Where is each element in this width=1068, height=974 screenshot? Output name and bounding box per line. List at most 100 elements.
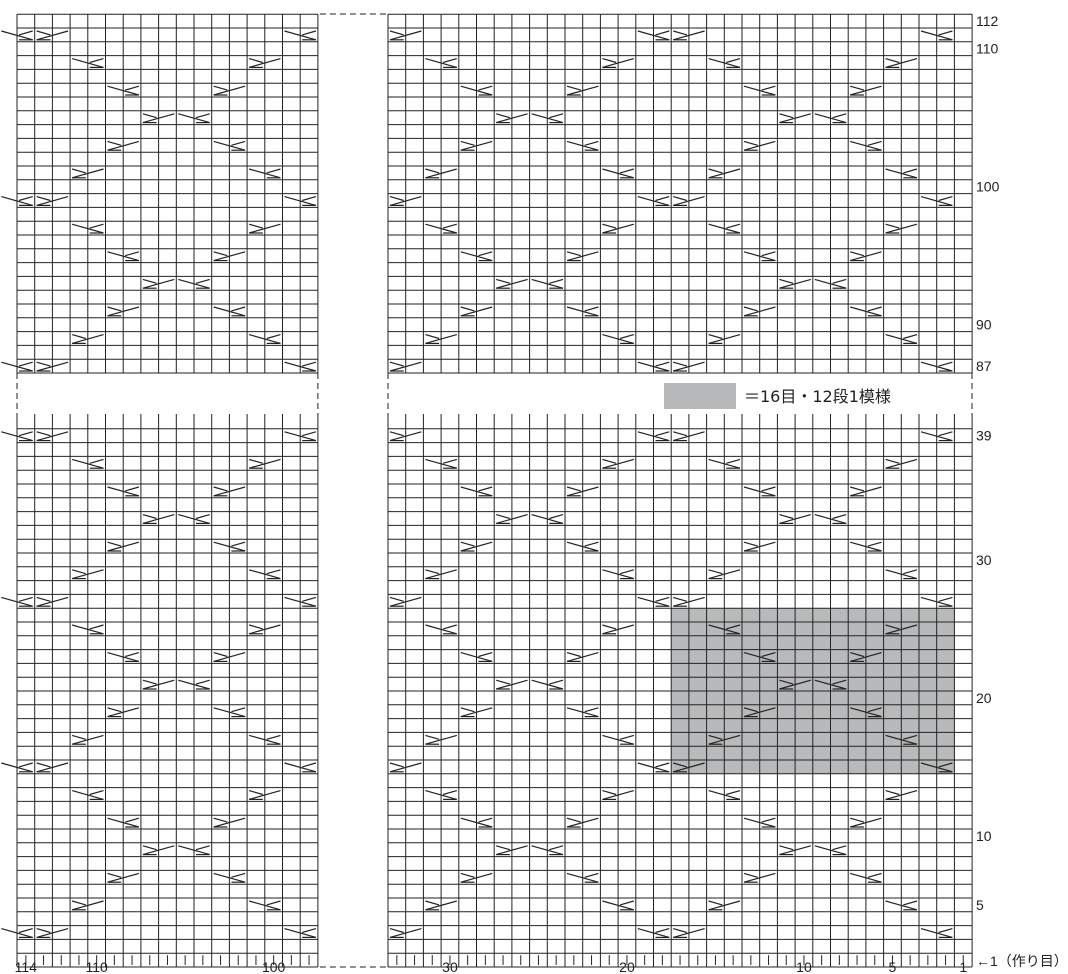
cable-cross-symbol — [673, 596, 705, 607]
cable-cross-symbol — [708, 624, 741, 635]
cable-cross-symbol — [248, 58, 281, 69]
cable-cross-symbol — [425, 458, 457, 469]
cable-cross-symbol — [920, 361, 953, 372]
cable-cross-symbol — [284, 361, 317, 372]
cable-cross-symbol — [602, 58, 634, 69]
column-number-label: 110 — [85, 959, 108, 974]
cable-cross-symbol — [708, 900, 741, 911]
cable-cross-symbol — [673, 361, 705, 372]
cable-cross-symbol — [885, 223, 918, 234]
cable-cross-symbol — [920, 196, 953, 206]
cable-cross-symbol — [178, 113, 210, 124]
cable-cross-symbol — [248, 168, 281, 179]
cable-cross-symbol — [389, 596, 422, 607]
cable-cross-symbol — [107, 85, 140, 96]
cable-cross-symbol — [389, 928, 422, 939]
cable-cross-symbol — [213, 817, 246, 828]
cable-cross-symbol — [107, 140, 140, 151]
cable-cross-symbol — [637, 361, 670, 372]
cable-cross-symbol — [566, 85, 599, 96]
cable-cross-symbol — [779, 514, 811, 525]
cable-cross-symbol — [637, 431, 670, 442]
cable-cross-symbol — [36, 431, 69, 442]
cable-cross-symbol — [178, 278, 210, 289]
cable-cross-symbol — [460, 306, 493, 317]
cable-cross-symbol — [531, 113, 564, 124]
cable-cross-symbol — [142, 514, 175, 525]
cable-cross-symbol — [248, 900, 281, 911]
cable-cross-symbol — [36, 361, 69, 372]
cable-cross-symbol — [566, 707, 599, 718]
cable-cross-symbol — [425, 168, 457, 179]
cable-cross-symbol — [142, 278, 175, 289]
cable-cross-symbol — [814, 845, 847, 856]
row-number-label: 90 — [976, 317, 992, 333]
cable-cross-symbol — [743, 817, 776, 828]
grid-layer — [16, 13, 973, 968]
cable-cross-symbol — [743, 251, 776, 262]
cable-cross-symbol — [425, 734, 457, 745]
cable-cross-symbol — [637, 762, 670, 773]
cable-cross-symbol — [673, 762, 705, 773]
cable-cross-symbol — [213, 652, 246, 663]
grid-top-right — [387, 13, 973, 374]
cable-cross-symbol — [779, 679, 811, 690]
cable-cross-symbol — [284, 928, 317, 939]
cable-cross-symbol — [566, 251, 599, 262]
first-row-label: ←1（作り目） — [976, 953, 1068, 969]
cable-cross-symbol — [708, 734, 741, 745]
cable-cross-symbol — [284, 762, 317, 773]
cable-cross-symbol — [389, 762, 422, 773]
cable-cross-symbol — [566, 140, 599, 151]
column-number-label: 20 — [619, 959, 635, 974]
cable-cross-symbol — [602, 223, 634, 234]
column-number-label: 1 — [959, 959, 967, 974]
cable-cross-symbol — [637, 596, 670, 607]
cable-cross-symbol — [885, 334, 918, 344]
cable-cross-symbol — [743, 85, 776, 96]
grid-top-left — [16, 13, 319, 374]
cable-cross-symbol — [71, 569, 104, 580]
cable-cross-symbol — [673, 928, 705, 939]
legend-swatch — [664, 383, 736, 409]
cable-cross-symbol — [850, 486, 882, 497]
cable-cross-symbol — [673, 30, 705, 41]
cable-cross-symbol — [178, 514, 210, 525]
cable-cross-symbol — [566, 486, 599, 497]
cable-cross-symbol — [248, 734, 281, 745]
cable-cross-symbol — [36, 196, 69, 206]
cable-cross-symbol — [850, 817, 882, 828]
cable-cross-symbol — [460, 140, 493, 151]
row-number-label: 20 — [976, 690, 992, 706]
cable-cross-symbol — [425, 223, 457, 234]
cable-cross-symbol — [850, 707, 882, 718]
cable-cross-symbol — [531, 679, 564, 690]
cable-cross-symbol — [602, 900, 634, 911]
cable-cross-symbol — [460, 486, 493, 497]
cable-cross-symbol — [602, 624, 634, 635]
cable-cross-symbol — [71, 734, 104, 745]
cable-cross-symbol — [920, 928, 953, 939]
cable-cross-symbol — [248, 624, 281, 635]
cable-cross-symbol — [566, 652, 599, 663]
cable-cross-symbol — [743, 541, 776, 552]
cable-cross-symbol — [637, 928, 670, 939]
cable-cross-symbol — [425, 900, 457, 911]
column-number-label: 5 — [889, 959, 897, 974]
cable-cross-symbol — [71, 900, 104, 911]
cable-cross-symbol — [1, 928, 33, 939]
cable-cross-symbol — [850, 140, 882, 151]
cable-cross-symbol — [107, 486, 140, 497]
legend: ＝16目・12段1模様 — [664, 383, 891, 409]
cable-cross-symbol — [71, 458, 104, 469]
cable-cross-symbol — [248, 790, 281, 801]
cable-cross-symbol — [602, 734, 634, 745]
cable-cross-symbol — [248, 569, 281, 580]
cable-cross-symbol — [708, 168, 741, 179]
cable-cross-symbol — [1, 762, 33, 773]
cable-cross-symbol — [36, 30, 69, 41]
cable-cross-symbol — [284, 431, 317, 442]
cable-cross-symbol — [36, 762, 69, 773]
cable-cross-symbol — [425, 790, 457, 801]
cable-cross-symbol — [107, 652, 140, 663]
